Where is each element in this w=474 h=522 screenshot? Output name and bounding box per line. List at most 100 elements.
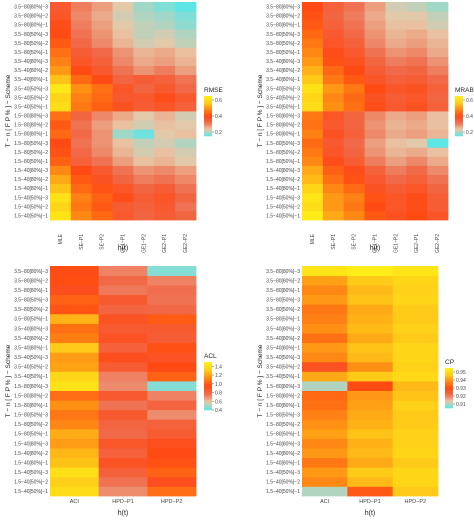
y-tick-label: 3.5−80[50%]−1: [266, 317, 300, 323]
y-tick-label: 3.5−80[80%]−2: [14, 14, 48, 20]
heatmap-cell: [154, 138, 176, 148]
heatmap-cell: [385, 111, 407, 121]
heatmap-cell: [154, 165, 176, 175]
y-axis-label: T − n [ F P % ] − Scheme: [5, 344, 12, 417]
heatmap-cell: [98, 342, 148, 353]
heatmap-cell: [392, 400, 439, 411]
heatmap-cell: [302, 165, 324, 175]
legend-title: RMSE: [204, 87, 223, 94]
heatmap-cell: [70, 101, 93, 112]
y-tick-label: 1.5−80[50%]−2: [14, 150, 48, 156]
heatmap-cell: [50, 486, 100, 497]
heatmap-cell: [50, 120, 72, 130]
heatmap-cell: [302, 174, 324, 185]
heatmap-cell: [50, 304, 100, 315]
heatmap-cell: [343, 83, 365, 94]
heatmap-cell: [147, 352, 197, 363]
heatmap-cell: [343, 38, 365, 48]
heatmap-cell: [154, 56, 176, 66]
heatmap-cell: [50, 361, 100, 372]
heatmap-cell: [392, 476, 439, 487]
heatmap-cell: [175, 210, 197, 221]
heatmap-cell: [392, 294, 439, 305]
heatmap-cell: [364, 29, 386, 39]
heatmap-cell: [343, 192, 365, 203]
heatmap-cell: [133, 47, 155, 57]
heatmap-cell: [50, 183, 72, 194]
legend-swatch: [455, 117, 463, 120]
y-tick-label: 3.5−40[80%]−1: [14, 77, 48, 83]
heatmap-cell: [364, 183, 386, 194]
y-tick-label: 3.5−40[80%]−1: [14, 345, 48, 351]
heatmap-cell: [364, 192, 386, 203]
y-tick-label: 1.5−40[50%]−1: [14, 489, 48, 495]
legend-title: CP: [445, 359, 454, 366]
heatmap-cell: [322, 129, 345, 139]
heatmap-cell: [50, 381, 100, 391]
heatmap-cell: [50, 11, 72, 21]
heatmap-cell: [70, 56, 93, 66]
heatmap-cell: [406, 11, 428, 21]
y-tick-label: 1.5−40[50%]−3: [266, 195, 300, 201]
x-tick-label: HPD−P1: [359, 499, 381, 505]
heatmap-cell: [133, 147, 155, 157]
x-tick-label: GE1−P1: [373, 234, 379, 253]
heatmap-cell: [392, 352, 439, 363]
y-tick-label: 1.5−40[50%]−2: [14, 480, 48, 486]
heatmap-cell: [70, 183, 93, 194]
legend-swatch: [204, 114, 212, 117]
y-tick-label: 1.5−40[50%]−3: [14, 470, 48, 476]
heatmap-cell: [98, 381, 148, 391]
legend-swatch: [455, 106, 463, 108]
heatmap-cell: [147, 342, 197, 353]
legend-tick-label: 0.2: [215, 130, 222, 136]
heatmap-cell: [322, 92, 345, 103]
x-tick-label: GE2−P1: [162, 234, 168, 253]
legend-swatch: [455, 107, 463, 110]
legend-swatch: [455, 111, 463, 113]
heatmap-cell: [147, 419, 197, 430]
legend-swatch: [204, 96, 212, 98]
heatmap-cell: [385, 38, 407, 48]
heatmap-cell: [406, 192, 428, 203]
heatmap-cell: [343, 138, 365, 148]
heatmap-cell: [347, 419, 394, 430]
legend-swatch: [445, 399, 453, 402]
heatmap-cell: [50, 371, 100, 382]
y-tick-label: 1.5−80[80%]−2: [266, 393, 300, 399]
heatmap-cell: [91, 2, 113, 12]
heatmap-cell: [302, 448, 348, 459]
heatmap-cell: [406, 92, 428, 103]
legend-swatch: [204, 97, 212, 100]
y-tick-label: 3.5−80[80%]−1: [266, 23, 300, 29]
heatmap-cell: [154, 83, 176, 94]
legend-swatch: [204, 134, 212, 137]
heatmap-cell: [343, 47, 365, 57]
legend-swatch: [455, 129, 463, 132]
legend-swatch: [445, 391, 453, 394]
heatmap-cell: [91, 120, 113, 130]
heatmap-cell: [302, 11, 324, 21]
heatmap-cell: [70, 147, 93, 157]
heatmap-cell: [147, 438, 197, 449]
heatmap-cell: [98, 371, 148, 382]
heatmap-cell: [50, 2, 72, 12]
heatmap-cell: [406, 2, 428, 12]
heatmap-cell: [175, 111, 197, 121]
heatmap-cell: [347, 438, 394, 449]
heatmap-cell: [147, 361, 197, 372]
heatmap-cell: [50, 56, 72, 66]
heatmap-cell: [154, 47, 176, 57]
y-tick-label: 1.5−80[50%]−1: [14, 432, 48, 438]
heatmap-cell: [364, 101, 386, 112]
heatmap-cell: [70, 129, 93, 139]
y-tick-label: 1.5−40[80%]−2: [266, 177, 300, 183]
heatmap-cell: [91, 29, 113, 39]
heatmap-cell: [406, 47, 428, 57]
legend-swatch: [455, 119, 463, 122]
heatmap-cell: [347, 333, 394, 344]
legend-swatch: [455, 124, 463, 127]
heatmap-cell: [302, 304, 348, 315]
heatmap-cell: [154, 11, 176, 21]
y-tick-label: 1.5−40[80%]−2: [14, 451, 48, 457]
